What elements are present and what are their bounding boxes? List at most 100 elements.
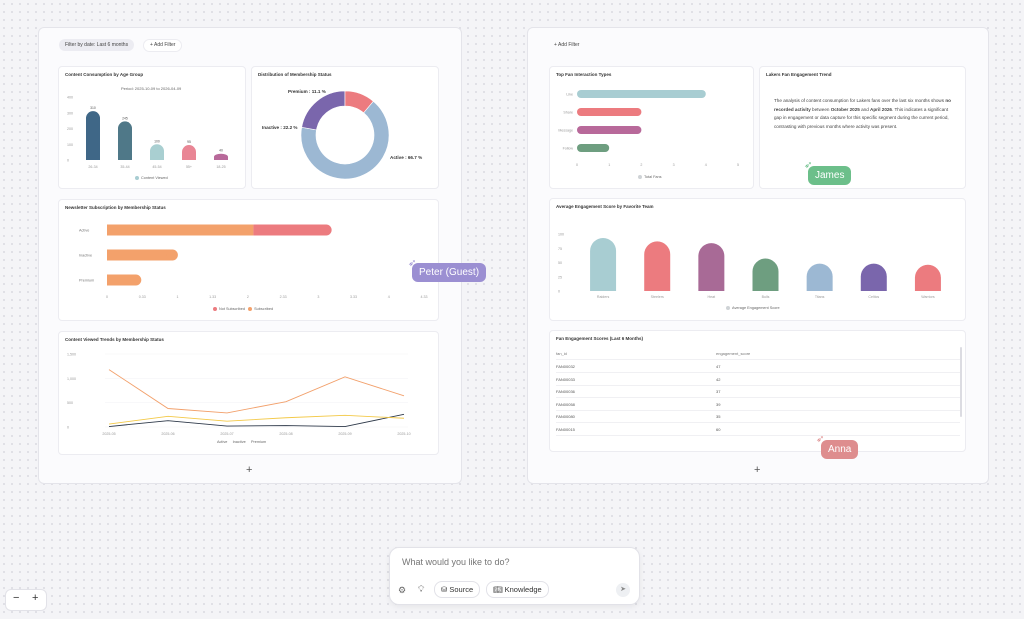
age-group-bar-chart: 400 300 200 100 0 310 26-34 245 35-44 100 45-54 95 5… bbox=[67, 96, 229, 169]
table-row[interactable]: FAN00015 60 bbox=[556, 423, 960, 436]
score-cell: 39 bbox=[716, 401, 721, 407]
x-tick-label: Warriors bbox=[921, 295, 935, 299]
interaction-types-chart-card: Top Fan Interaction Types 0 1 2 3 4 5 Like Shar… bbox=[549, 66, 754, 189]
data-label: 95 bbox=[187, 140, 191, 144]
insight-text: between bbox=[810, 106, 831, 112]
insight-title: Lakers Fan Engagement Trend bbox=[766, 72, 832, 77]
collaborator-tag-peter: Peter (Guest) bbox=[412, 263, 487, 282]
chart-title: Average Engagement Score by Favorite Tea… bbox=[556, 204, 654, 209]
data-label: 100 bbox=[154, 139, 160, 143]
collaborator-tag-james: James bbox=[808, 166, 852, 185]
donut-slice-active bbox=[300, 100, 390, 180]
score-cell: 37 bbox=[716, 389, 721, 394]
column-header-fan-id[interactable]: fan_id bbox=[556, 351, 567, 356]
y-tick-label: 0 bbox=[67, 426, 69, 430]
lakers-insight-card: Lakers Fan Engagement Trend The analysis… bbox=[759, 66, 966, 189]
table-row[interactable]: FAN00033 42 bbox=[556, 373, 960, 386]
y-category-label: Premium bbox=[79, 279, 94, 283]
y-tick-label: 0 bbox=[67, 159, 69, 163]
lightbulb-icon[interactable]: 💡︎ bbox=[418, 584, 425, 594]
score-cell: 47 bbox=[716, 364, 721, 369]
x-tick-label: 0.33 bbox=[139, 295, 146, 299]
source-button[interactable]: ⛁ Source bbox=[434, 581, 481, 598]
right-dashboard: + Add Filter Top Fan Interaction Types 0… bbox=[527, 27, 989, 484]
legend-label: Total Fans bbox=[644, 175, 662, 179]
membership-donut-card: Distribution of Membership Status Premiu… bbox=[251, 66, 439, 189]
legend-label: Average Engagement Score bbox=[732, 306, 780, 310]
donut-slice-premium bbox=[344, 90, 374, 114]
bar bbox=[577, 90, 706, 98]
series-line-premium bbox=[108, 414, 405, 425]
table-row[interactable]: FAN00058 39 bbox=[556, 398, 960, 411]
settings-sliders-icon[interactable]: ⚙ bbox=[398, 585, 407, 595]
x-tick-label: 2025-05 bbox=[102, 432, 115, 436]
table-row[interactable]: FAN00032 47 bbox=[556, 360, 960, 373]
team-engagement-bar-chart: 100 75 50 25 0 Raiders Steelers Heat Bulls Titans… bbox=[558, 233, 941, 299]
zoom-in-button[interactable]: + bbox=[32, 592, 39, 604]
y-tick-label: 75 bbox=[558, 247, 562, 251]
x-tick-label: 2 bbox=[247, 295, 249, 299]
bar bbox=[698, 243, 725, 291]
bar-subscribed bbox=[107, 249, 173, 261]
donut-slice-inactive bbox=[301, 90, 346, 131]
x-tick-label: 5 bbox=[737, 163, 739, 167]
data-label: 245 bbox=[122, 116, 128, 120]
x-tick-label: 3.33 bbox=[350, 295, 357, 299]
insight-text: . This indicates a significant gap in en… bbox=[774, 106, 949, 129]
x-tick-label: Celtics bbox=[868, 295, 879, 299]
insight-body: The analysis of content consumption for … bbox=[774, 97, 952, 131]
chart-title: Newsletter Subscription by Membership St… bbox=[65, 205, 166, 210]
add-filter-button[interactable]: + Add Filter bbox=[548, 39, 585, 51]
zoom-out-button[interactable]: − bbox=[13, 592, 20, 604]
x-tick-label: 1 bbox=[608, 163, 610, 167]
y-category-label: Message bbox=[558, 129, 573, 133]
y-tick-label: 300 bbox=[67, 111, 73, 115]
x-tick-label: 2 bbox=[640, 163, 642, 167]
x-tick-label: 2025-07 bbox=[220, 432, 233, 436]
source-label: Source bbox=[449, 585, 474, 594]
column-header-score[interactable]: engagement_score bbox=[716, 351, 751, 356]
x-tick-label: 35-44 bbox=[120, 165, 129, 169]
send-button[interactable]: ➤ bbox=[616, 583, 630, 597]
table-row[interactable]: FAN00036 37 bbox=[556, 385, 960, 398]
y-category-label: Follow bbox=[563, 147, 574, 151]
team-engagement-chart-card: Average Engagement Score by Favorite Tea… bbox=[549, 198, 966, 321]
table-scrollbar[interactable] bbox=[960, 347, 962, 417]
left-dashboard: Filter by date: Last 6 months + Add Filt… bbox=[38, 27, 462, 484]
add-filter-label: Add Filter bbox=[558, 42, 580, 48]
bar bbox=[150, 144, 164, 160]
add-widget-button[interactable]: + bbox=[246, 464, 253, 476]
score-cell: 42 bbox=[716, 376, 721, 382]
add-widget-button[interactable]: + bbox=[754, 464, 761, 476]
x-tick-label: Titans bbox=[815, 295, 825, 299]
insight-highlight: April 2026 bbox=[870, 106, 892, 112]
y-category-label: Inactive bbox=[79, 254, 92, 258]
plus-icon: + bbox=[554, 42, 559, 48]
data-label: 40 bbox=[219, 149, 223, 153]
x-tick-label: 55+ bbox=[186, 165, 192, 169]
engagement-scores-table-card: Fan Engagement Scores (Last 6 Months) fa… bbox=[549, 330, 966, 452]
bar bbox=[752, 258, 779, 291]
date-filter-chip[interactable]: Filter by date: Last 6 months bbox=[59, 39, 135, 51]
period-label: Period: 2025-10-09 to 2026-04-09 bbox=[121, 86, 182, 91]
chart-title: Content Viewed Trends by Membership Stat… bbox=[65, 337, 164, 342]
bar bbox=[182, 145, 197, 160]
add-filter-button[interactable]: + Add Filter bbox=[143, 39, 183, 52]
prompt-input[interactable] bbox=[400, 556, 629, 568]
chart-legend: Total Fans bbox=[638, 175, 662, 179]
chart-legend: Average Engagement Score bbox=[726, 306, 780, 310]
bar-subscribed bbox=[107, 274, 137, 286]
knowledge-label: Knowledge bbox=[504, 585, 542, 594]
chart-title: Content Consumption by Age Group bbox=[65, 72, 144, 77]
knowledge-button[interactable]: 📖︎ Knowledge bbox=[486, 581, 549, 598]
premium-slice-label: Premium : 11.1 % bbox=[288, 89, 326, 94]
table-row[interactable]: FAN00080 35 bbox=[556, 410, 960, 423]
table-title: Fan Engagement Scores (Last 6 Months) bbox=[556, 336, 644, 341]
cursor-icon: ➶ bbox=[408, 258, 417, 269]
insight-highlight: no recorded activity bbox=[774, 98, 951, 112]
fan-id-cell: FAN00036 bbox=[556, 389, 575, 394]
newsletter-chart-card: Newsletter Subscription by Membership St… bbox=[58, 199, 439, 321]
y-category-label: Like bbox=[566, 93, 573, 97]
y-tick-label: 25 bbox=[558, 275, 562, 279]
x-tick-label: 4 bbox=[388, 295, 390, 299]
